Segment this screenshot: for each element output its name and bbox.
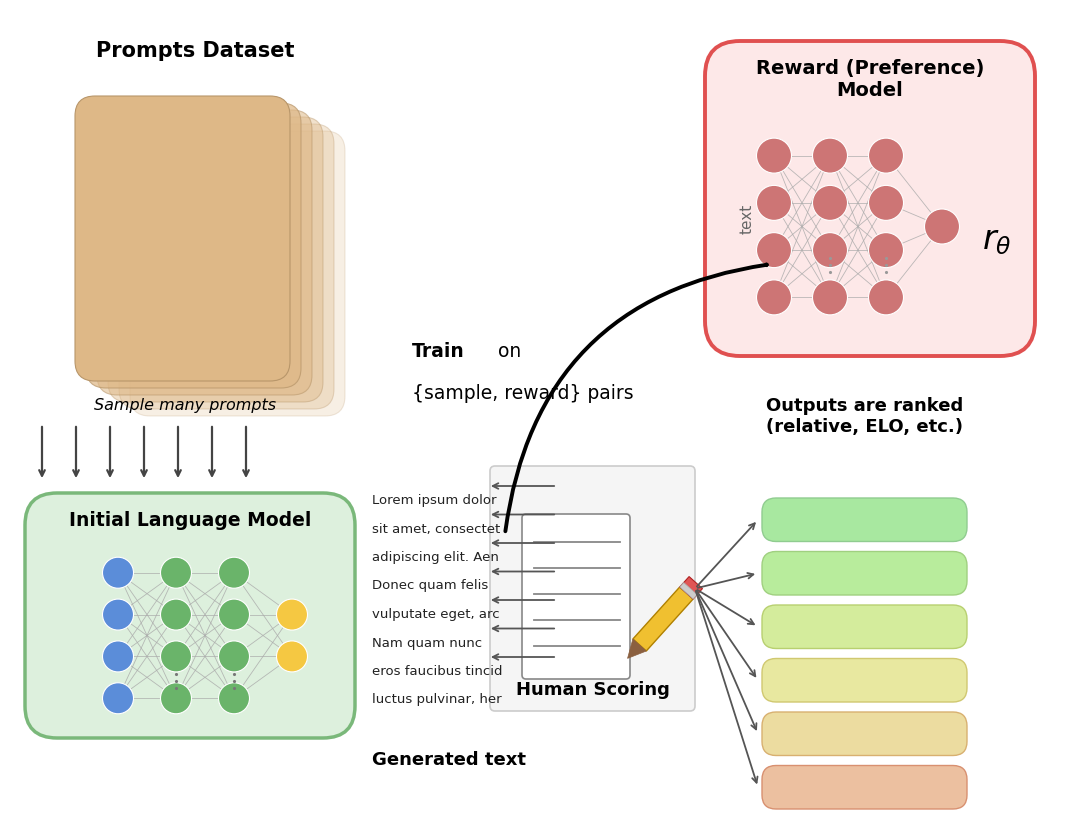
- Circle shape: [161, 557, 191, 588]
- Text: $r_\theta$: $r_\theta$: [982, 224, 1012, 257]
- FancyBboxPatch shape: [762, 605, 967, 649]
- Text: Donec quam felis: Donec quam felis: [372, 579, 488, 592]
- FancyBboxPatch shape: [762, 552, 967, 595]
- Text: Generated text: Generated text: [372, 751, 526, 769]
- Circle shape: [218, 599, 249, 630]
- FancyBboxPatch shape: [705, 41, 1035, 356]
- Circle shape: [924, 209, 959, 244]
- Circle shape: [812, 185, 848, 220]
- FancyBboxPatch shape: [522, 514, 630, 679]
- FancyBboxPatch shape: [75, 96, 291, 381]
- FancyBboxPatch shape: [130, 131, 345, 416]
- Circle shape: [161, 599, 191, 630]
- Polygon shape: [679, 583, 697, 599]
- Circle shape: [103, 641, 134, 672]
- Circle shape: [218, 557, 249, 588]
- Circle shape: [868, 138, 904, 173]
- FancyBboxPatch shape: [86, 103, 301, 388]
- Text: vulputate eget, arc: vulputate eget, arc: [372, 608, 500, 621]
- Text: luctus pulvinar, her: luctus pulvinar, her: [372, 694, 501, 707]
- Text: text: text: [740, 203, 755, 233]
- Text: Lorem ipsum dolor: Lorem ipsum dolor: [372, 494, 497, 507]
- Circle shape: [812, 233, 848, 268]
- Circle shape: [161, 683, 191, 714]
- Text: adipiscing elit. Aen: adipiscing elit. Aen: [372, 551, 499, 564]
- FancyBboxPatch shape: [119, 124, 334, 409]
- FancyBboxPatch shape: [762, 659, 967, 702]
- Text: on: on: [492, 342, 522, 361]
- Circle shape: [812, 280, 848, 315]
- Circle shape: [756, 138, 792, 173]
- Circle shape: [276, 599, 308, 630]
- FancyBboxPatch shape: [762, 498, 967, 542]
- Text: Outputs are ranked
(relative, ELO, etc.): Outputs are ranked (relative, ELO, etc.): [766, 397, 963, 436]
- Text: eros faucibus tincid: eros faucibus tincid: [372, 665, 502, 678]
- Circle shape: [103, 599, 134, 630]
- FancyBboxPatch shape: [108, 117, 323, 402]
- Polygon shape: [627, 639, 646, 659]
- Polygon shape: [633, 587, 693, 651]
- Circle shape: [868, 185, 904, 220]
- Text: Nam quam nunc: Nam quam nunc: [372, 636, 482, 650]
- Circle shape: [756, 233, 792, 268]
- Circle shape: [868, 280, 904, 315]
- Text: Train: Train: [411, 342, 464, 361]
- Text: {sample, reward} pairs: {sample, reward} pairs: [411, 384, 634, 403]
- Circle shape: [812, 138, 848, 173]
- Circle shape: [103, 683, 134, 714]
- Polygon shape: [679, 577, 702, 599]
- Text: Prompts Dataset: Prompts Dataset: [96, 41, 294, 61]
- Text: sit amet, consectet: sit amet, consectet: [372, 522, 500, 535]
- FancyBboxPatch shape: [25, 493, 355, 738]
- Text: Sample many prompts: Sample many prompts: [94, 398, 276, 413]
- Circle shape: [868, 233, 904, 268]
- Text: Reward (Preference)
Model: Reward (Preference) Model: [756, 59, 984, 100]
- FancyBboxPatch shape: [762, 765, 967, 809]
- FancyBboxPatch shape: [97, 110, 312, 395]
- Text: Initial Language Model: Initial Language Model: [69, 511, 311, 530]
- FancyBboxPatch shape: [490, 466, 696, 711]
- Circle shape: [161, 641, 191, 672]
- FancyArrowPatch shape: [505, 264, 767, 531]
- Circle shape: [218, 641, 249, 672]
- Circle shape: [756, 280, 792, 315]
- FancyBboxPatch shape: [762, 712, 967, 756]
- Circle shape: [218, 683, 249, 714]
- Circle shape: [103, 557, 134, 588]
- Circle shape: [756, 185, 792, 220]
- Text: Human Scoring: Human Scoring: [515, 681, 670, 699]
- Circle shape: [276, 641, 308, 672]
